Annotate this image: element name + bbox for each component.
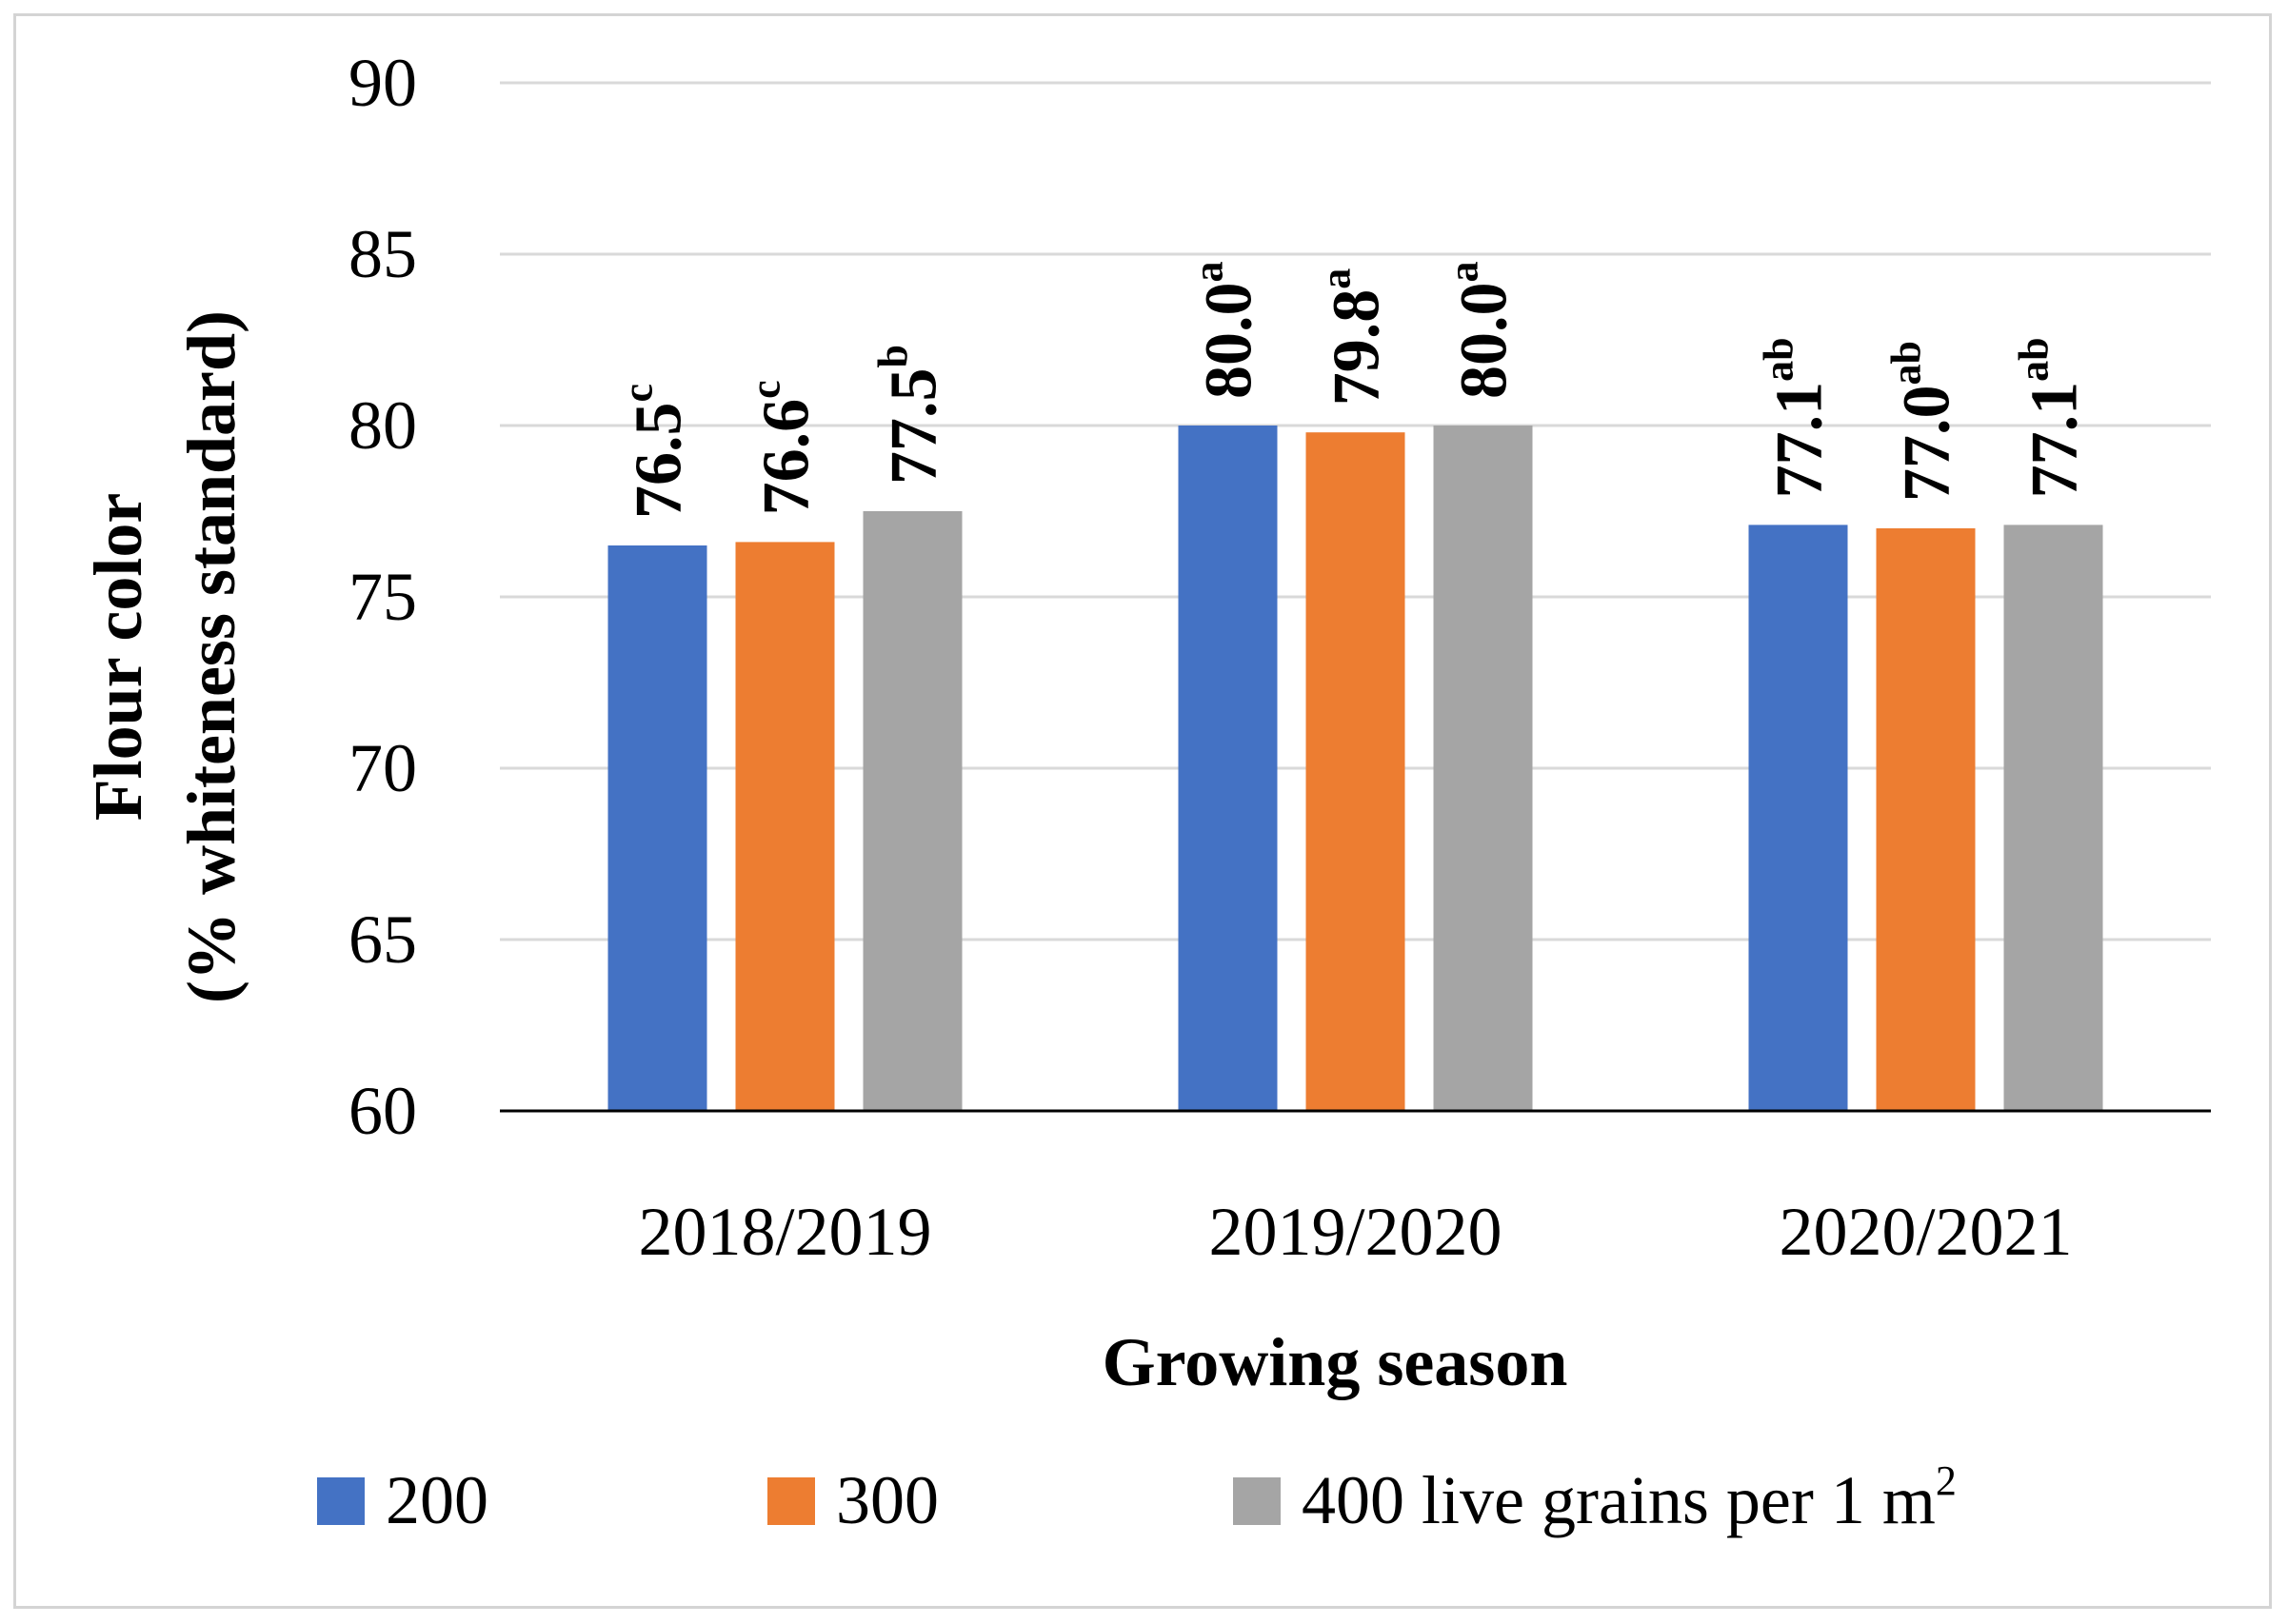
x-tick-label: 2020/2021 (1779, 1194, 2072, 1270)
y-tick-label: 70 (348, 730, 417, 806)
legend-label: 300 (836, 1462, 939, 1538)
data-label: 76.6c (743, 380, 824, 515)
data-label: 80.0a (1185, 262, 1266, 400)
legend-item-200: 200 (317, 1462, 488, 1538)
y-tick-label: 85 (348, 216, 417, 292)
data-labels: 76.5c 76.6c 77.5b 80.0a 79.8a 80.0a 77.1ab 77.0… (615, 262, 2092, 520)
x-axis-ticks: 2018/2019 2019/2020 2020/2021 (638, 1194, 2072, 1270)
data-label: 77.5b (870, 345, 951, 485)
bar-2018/2019-300 (735, 542, 835, 1111)
bar-2019/2020-200 (1178, 426, 1278, 1111)
y-tick-label: 90 (348, 45, 417, 121)
legend-swatch (1233, 1477, 1281, 1525)
data-label: 80.0a (1441, 262, 1522, 400)
legend: 200 300 400 live grains per 1 m2 (317, 1457, 1957, 1538)
legend-label: 200 (386, 1462, 488, 1538)
y-axis-title-line2: (% whiteness standard) (173, 310, 249, 1003)
x-tick-label: 2019/2020 (1208, 1194, 1502, 1270)
y-tick-label: 75 (348, 559, 417, 635)
bar-2020/2021-400 (2003, 525, 2103, 1111)
bar-2020/2021-300 (1876, 528, 1976, 1111)
y-tick-label: 65 (348, 901, 417, 978)
legend-swatch (767, 1477, 815, 1525)
y-axis-title: Flour color (% whiteness standard) (80, 310, 249, 1003)
bar-2019/2020-300 (1305, 432, 1405, 1111)
bar-2018/2019-200 (607, 545, 707, 1111)
bar-2019/2020-400 (1433, 426, 1533, 1111)
legend-item-300: 300 (767, 1462, 939, 1538)
x-tick-label: 2018/2019 (638, 1194, 931, 1270)
data-label: 77.1ab (1756, 337, 1837, 498)
bar-2020/2021-200 (1748, 525, 1848, 1111)
bar-2018/2019-400 (863, 511, 963, 1111)
bars (607, 426, 2103, 1111)
data-label: 79.8a (1313, 268, 1394, 406)
legend-item-400: 400 live grains per 1 m2 (1233, 1457, 1957, 1538)
y-axis-title-line1: Flour color (80, 493, 156, 822)
y-tick-label: 60 (348, 1073, 417, 1149)
data-label: 76.5c (615, 384, 696, 519)
legend-label: 400 live grains per 1 m2 (1302, 1457, 1957, 1538)
legend-swatch (317, 1477, 365, 1525)
y-tick-label: 80 (348, 387, 417, 464)
y-axis-ticks: 60 65 70 75 80 85 90 (348, 45, 417, 1149)
data-label: 77.1ab (2011, 337, 2092, 498)
x-axis-title: Growing season (1103, 1324, 1568, 1400)
data-label: 77.0ab (1883, 341, 1964, 502)
